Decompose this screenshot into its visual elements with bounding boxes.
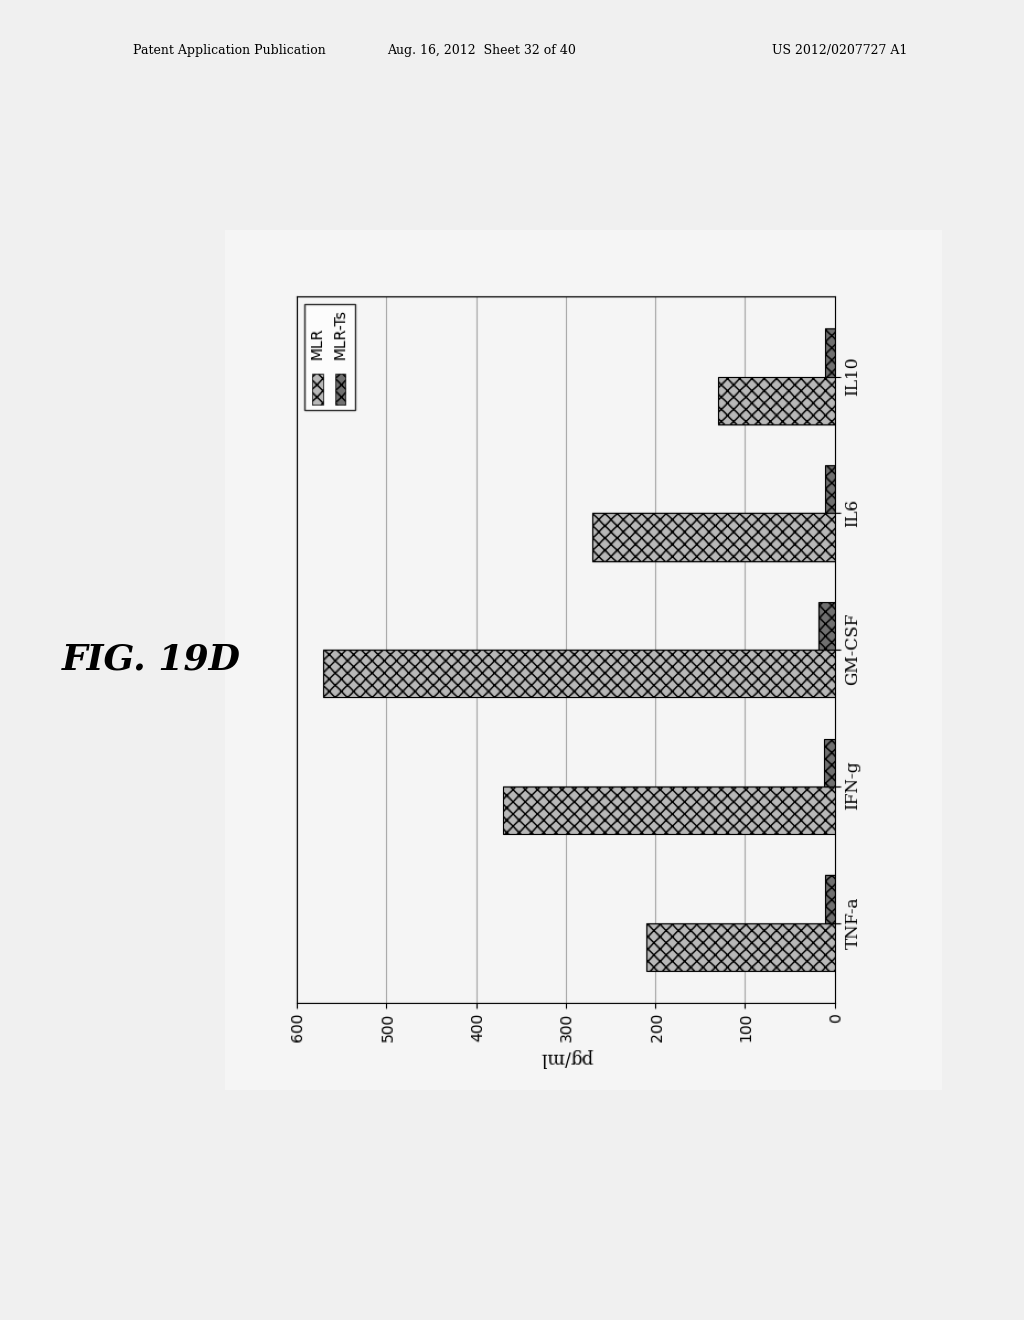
Text: FIG. 19D: FIG. 19D <box>61 643 241 677</box>
Text: Aug. 16, 2012  Sheet 32 of 40: Aug. 16, 2012 Sheet 32 of 40 <box>387 44 575 57</box>
Text: US 2012/0207727 A1: US 2012/0207727 A1 <box>772 44 907 57</box>
Text: Patent Application Publication: Patent Application Publication <box>133 44 326 57</box>
